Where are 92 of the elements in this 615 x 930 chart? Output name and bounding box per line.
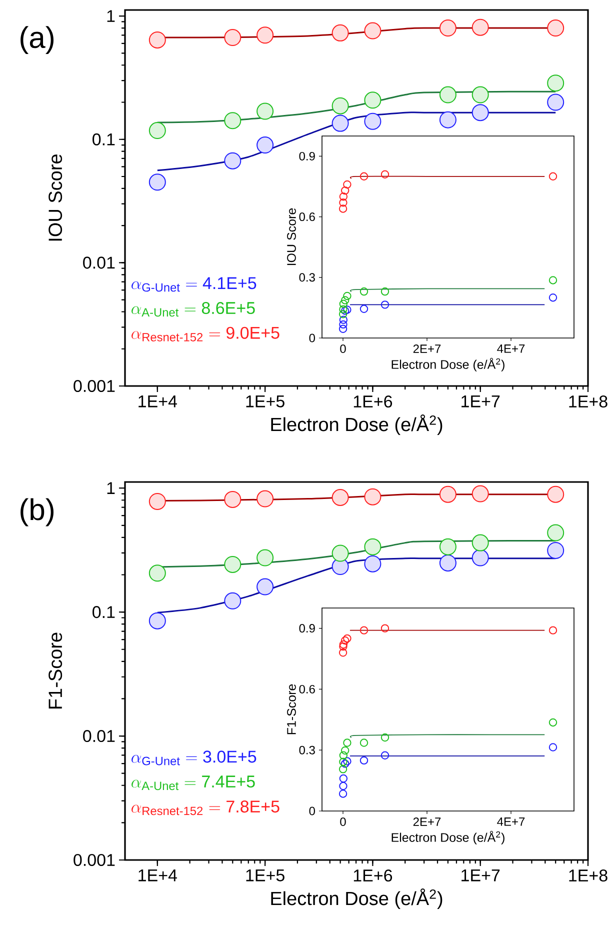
point — [339, 642, 348, 651]
point — [338, 790, 348, 798]
x-tick-label: 0 — [340, 344, 346, 354]
point — [339, 300, 348, 308]
point — [339, 640, 348, 649]
annotation: $\alpha_{\text{Resnet-152}} = \text{7.8E+5}$ — [132, 800, 280, 816]
x-axis-title: Electron Dose (e/Å$^{2}$) — [392, 358, 504, 372]
y-axis-title: F1-Score — [287, 684, 296, 734]
point — [338, 204, 348, 213]
x-tick-label: 1E+7 — [462, 396, 500, 408]
point — [380, 624, 390, 632]
point — [339, 774, 348, 783]
y-tick-label: 0.001 — [74, 380, 115, 392]
point — [360, 172, 368, 180]
y-tick-label: 0.1 — [92, 606, 115, 618]
point — [340, 636, 350, 645]
x-tick-label: 1E+4 — [138, 870, 177, 882]
point — [339, 192, 348, 201]
point — [339, 198, 348, 207]
point — [380, 751, 390, 760]
x-axis-title: Electron Dose (e/Å$^{2}$) — [392, 830, 504, 844]
y-tick-label: 0.01 — [83, 256, 115, 269]
y-tick-label: 0.6 — [299, 684, 315, 694]
point — [338, 310, 348, 318]
x-tick-label: 2E+7 — [413, 818, 441, 826]
x-axis-title: Electron Dose (e/Å$^{2}$) — [271, 888, 442, 909]
x-tick-label: 4E+7 — [497, 818, 525, 826]
point — [339, 751, 348, 760]
point — [339, 782, 348, 790]
point — [343, 738, 352, 747]
point — [380, 170, 390, 178]
point — [360, 626, 368, 634]
point — [548, 626, 558, 634]
point — [360, 756, 368, 765]
y-tick-label: 1 — [107, 10, 115, 22]
point — [343, 180, 352, 189]
point — [548, 743, 558, 752]
y-tick-label: 0.01 — [83, 730, 115, 742]
y-tick-label: 0.3 — [299, 273, 315, 282]
point — [340, 186, 350, 195]
annotation: $\alpha_{\text{Resnet-152}} = \text{9.0E+5}$ — [132, 326, 280, 342]
annotation: $\alpha_{\text{G-Unet}} = \text{4.1E+5}$ — [132, 277, 256, 292]
point — [380, 287, 390, 296]
text: (a) — [20, 26, 54, 54]
x-tick-label: 1E+5 — [246, 396, 284, 408]
point — [548, 718, 558, 727]
point — [380, 300, 390, 309]
point — [339, 316, 348, 324]
annotation: $\alpha_{\text{A-Unet}} = \text{7.4E+5}$ — [132, 776, 255, 790]
y-tick-label: 0.9 — [299, 624, 315, 633]
point — [343, 634, 352, 643]
y-tick-label: 0.3 — [299, 746, 315, 754]
x-tick-label: 4E+7 — [497, 344, 525, 353]
y-tick-label: 1 — [107, 482, 115, 494]
point — [360, 738, 368, 747]
annotation: $\alpha_{\text{A-Unet}} = \text{8.6E+5}$ — [132, 302, 255, 317]
point — [338, 765, 348, 774]
y-tick-label: 0 — [309, 806, 315, 816]
y-tick-label: 0.1 — [92, 133, 115, 146]
point — [548, 172, 558, 180]
x-axis-title: Electron Dose (e/Å$^{2}$) — [271, 414, 442, 435]
y-tick-label: 0.6 — [299, 212, 315, 222]
x-tick-label: 1E+8 — [569, 870, 608, 882]
text: (b) — [20, 498, 54, 526]
x-tick-label: 1E+6 — [354, 396, 392, 408]
y-axis-title: IOU Score — [48, 154, 62, 241]
y-tick-label: 0 — [309, 334, 315, 342]
point — [548, 276, 558, 284]
x-tick-label: 1E+8 — [569, 396, 608, 408]
point — [339, 320, 348, 329]
point — [343, 757, 352, 766]
point — [380, 733, 390, 742]
x-tick-label: 1E+7 — [462, 870, 500, 882]
x-tick-label: 0 — [340, 818, 346, 826]
point — [338, 648, 348, 657]
point — [343, 306, 352, 314]
point — [548, 294, 558, 302]
y-axis-title: F1-Score — [48, 632, 62, 709]
x-tick-label: 1E+6 — [354, 870, 392, 882]
x-tick-label: 1E+5 — [246, 870, 284, 882]
point — [338, 324, 348, 334]
point — [340, 296, 350, 304]
point — [360, 287, 368, 296]
point — [360, 304, 368, 314]
x-tick-label: 2E+7 — [413, 344, 441, 353]
y-axis-title: IOU Score — [287, 208, 296, 266]
point — [340, 746, 350, 755]
y-tick-label: 0.9 — [299, 152, 315, 160]
point — [343, 292, 352, 300]
y-tick-label: 0.001 — [74, 854, 115, 866]
x-tick-label: 1E+4 — [138, 396, 177, 408]
annotation: $\alpha_{\text{G-Unet}} = \text{3.0E+5}$ — [132, 750, 256, 766]
